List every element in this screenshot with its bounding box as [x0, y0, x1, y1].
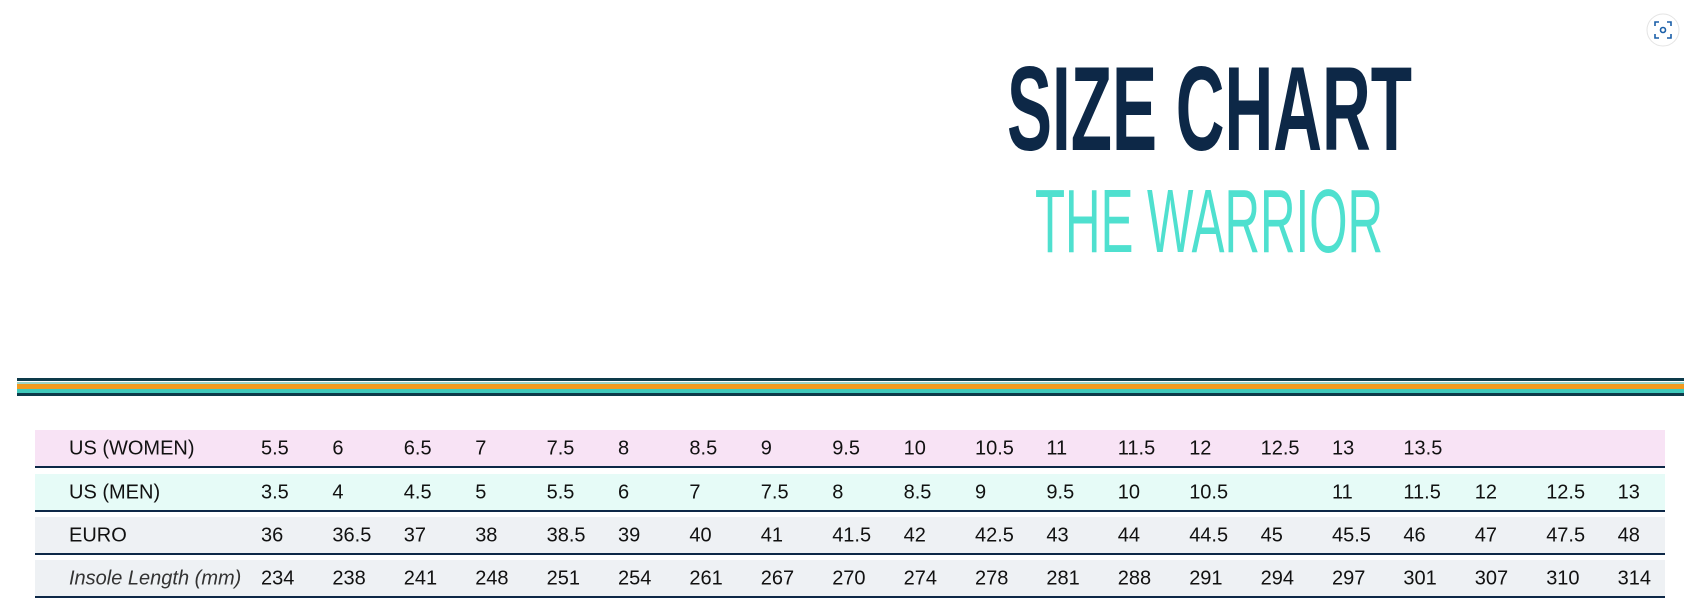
cell: 44.5	[1189, 524, 1228, 546]
row-background	[35, 430, 1665, 466]
cell: 254	[618, 567, 651, 589]
cell: 248	[475, 567, 508, 589]
subtitle: THE WARRIOR	[1035, 172, 1383, 272]
cell: 4	[332, 481, 343, 503]
row-label: US (MEN)	[69, 481, 160, 503]
stripes	[17, 378, 1684, 396]
cell: 267	[761, 567, 794, 589]
cell: 6.5	[404, 437, 432, 459]
cell: 11.5	[1118, 437, 1155, 459]
cell: 251	[547, 567, 580, 589]
cell: 45	[1261, 524, 1283, 546]
row-background	[35, 560, 1665, 596]
cell: 281	[1046, 567, 1079, 589]
title: SIZE CHART	[1007, 42, 1412, 176]
screenshot-icon[interactable]	[1646, 13, 1680, 47]
cell: 13	[1332, 437, 1354, 459]
cell: 38.5	[547, 524, 586, 546]
cell: 45.5	[1332, 524, 1371, 546]
cell: 314	[1618, 567, 1651, 589]
row-background	[35, 474, 1665, 510]
cell: 291	[1189, 567, 1222, 589]
cell: 47.5	[1546, 524, 1585, 546]
cell: 241	[404, 567, 437, 589]
cell: 7	[475, 437, 486, 459]
cell: 9.5	[832, 437, 860, 459]
cell: 42.5	[975, 524, 1014, 546]
cell: 11.5	[1403, 481, 1440, 503]
cell: 3.5	[261, 481, 289, 503]
row-border	[35, 596, 1665, 598]
row-border	[35, 553, 1665, 555]
cell: 6	[332, 437, 343, 459]
cell: 310	[1546, 567, 1579, 589]
cell: 9.5	[1046, 481, 1074, 503]
cell: 37	[404, 524, 426, 546]
cell: 48	[1618, 524, 1640, 546]
cell: 7.5	[547, 437, 575, 459]
cell: 301	[1403, 567, 1436, 589]
cell: 270	[832, 567, 865, 589]
cell: 11	[1332, 481, 1353, 503]
cell: 238	[332, 567, 365, 589]
cell: 40	[689, 524, 711, 546]
cell: 10.5	[1189, 481, 1228, 503]
cell: 12.5	[1261, 437, 1300, 459]
cell: 307	[1475, 567, 1508, 589]
cell: 8.5	[689, 437, 717, 459]
cell: 47	[1475, 524, 1497, 546]
row-label: EURO	[69, 524, 127, 546]
cell: 288	[1118, 567, 1151, 589]
cell: 7	[689, 481, 700, 503]
cell: 11	[1046, 437, 1067, 459]
row-label: US (WOMEN)	[69, 437, 195, 459]
cell: 8.5	[904, 481, 932, 503]
cell: 43	[1046, 524, 1068, 546]
cell: 41.5	[832, 524, 871, 546]
cell: 39	[618, 524, 640, 546]
cell: 38	[475, 524, 497, 546]
cell: 234	[261, 567, 294, 589]
cell: 9	[975, 481, 986, 503]
cell: 274	[904, 567, 937, 589]
cell: 6	[618, 481, 629, 503]
row-label: Insole Length (mm)	[69, 567, 241, 589]
cell: 294	[1261, 567, 1294, 589]
cell: 278	[975, 567, 1008, 589]
cell: 36.5	[332, 524, 371, 546]
cell: 261	[689, 567, 722, 589]
cell: 10	[1118, 481, 1140, 503]
cell: 46	[1403, 524, 1425, 546]
cell: 5.5	[261, 437, 289, 459]
cell: 13.5	[1403, 437, 1442, 459]
cell: 12	[1475, 481, 1497, 503]
cell: 5	[475, 481, 486, 503]
row-border	[35, 510, 1665, 512]
cell: 9	[761, 437, 772, 459]
cell: 36	[261, 524, 283, 546]
cell: 42	[904, 524, 926, 546]
cell: 12.5	[1546, 481, 1585, 503]
cell: 7.5	[761, 481, 789, 503]
cell: 41	[761, 524, 783, 546]
cell: 44	[1118, 524, 1140, 546]
cell: 12	[1189, 437, 1211, 459]
cell: 297	[1332, 567, 1365, 589]
table: US (WOMEN) 5.5 6 6.5 7 7.5 8 8.5 9 9.5 10 10.5 11 11.…	[35, 430, 1665, 598]
cell: 5.5	[547, 481, 575, 503]
row-background	[35, 517, 1665, 553]
cell: 8	[832, 481, 843, 503]
cell: 13	[1618, 481, 1640, 503]
cell: 8	[618, 437, 629, 459]
cell: 10	[904, 437, 926, 459]
row-border	[35, 466, 1665, 468]
cell: 4.5	[404, 481, 432, 503]
cell: 10.5	[975, 437, 1014, 459]
